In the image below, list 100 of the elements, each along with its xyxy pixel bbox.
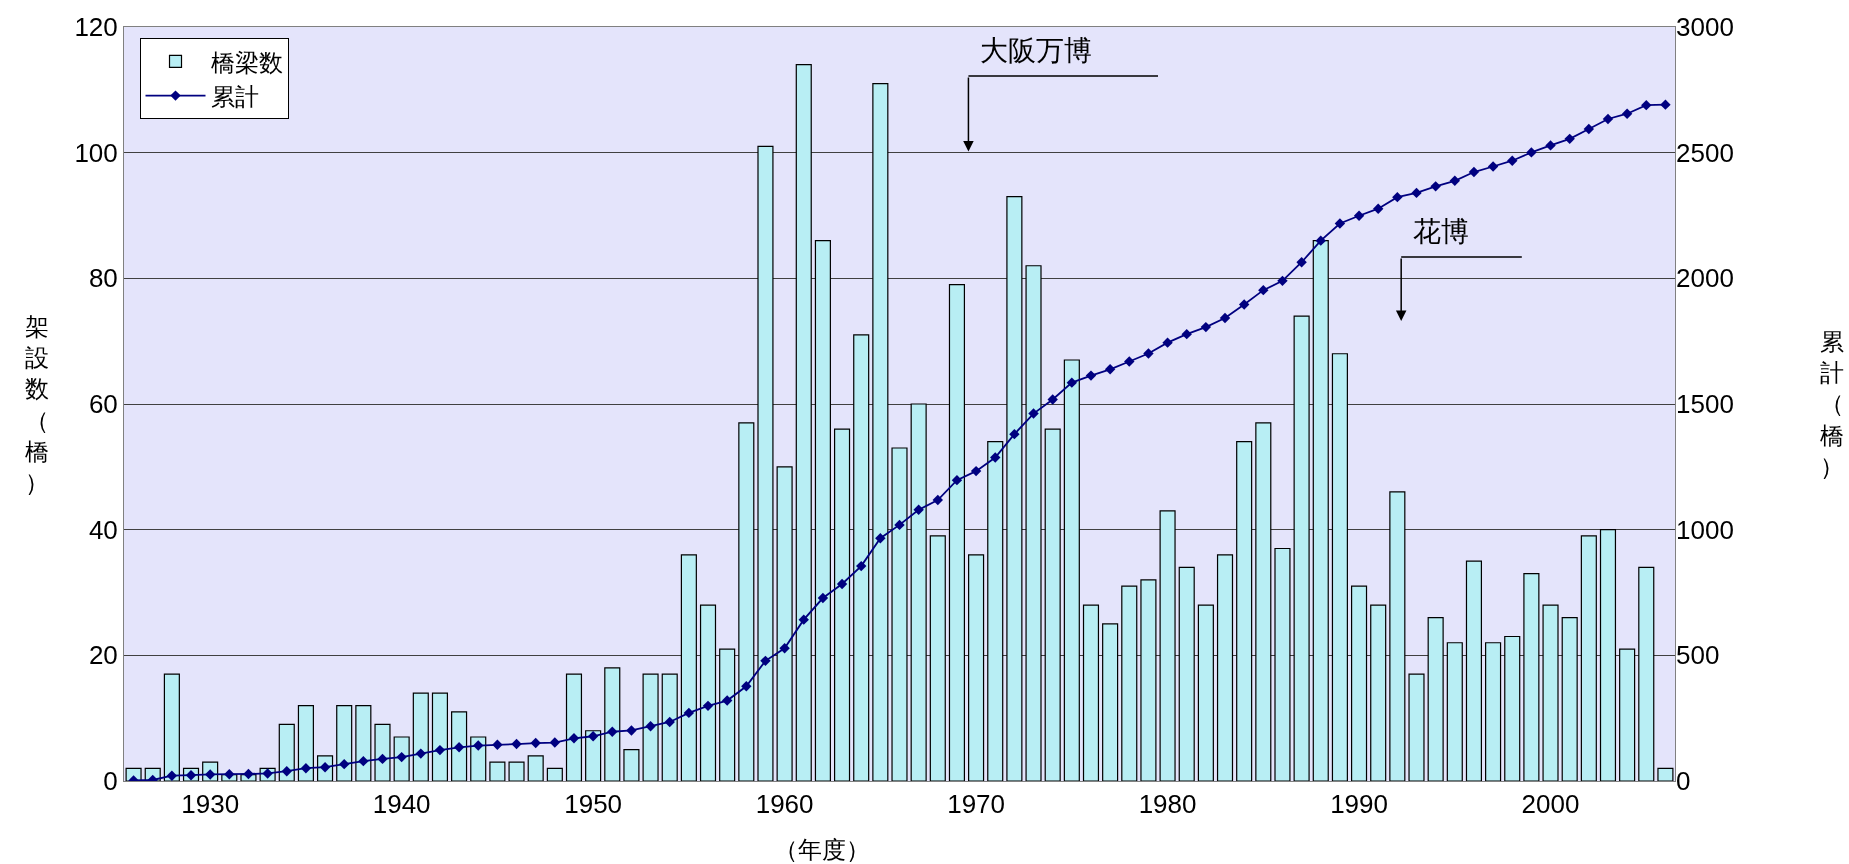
x-tick-label: 2000 [1521,789,1580,820]
bar [795,64,812,781]
bar [1197,604,1214,781]
y-tick-label: 60 [88,389,118,420]
bar [968,554,985,781]
bar [1561,617,1578,781]
bar [1293,315,1310,781]
bar [451,711,468,781]
y2-tick-label: 3000 [1676,12,1734,43]
bar [1657,767,1674,781]
legend-label: 累計 [210,82,259,110]
x-tick-label: 1990 [1330,789,1388,820]
bar [699,604,717,781]
x-axis-title: （年度） [774,836,870,863]
bar [604,667,621,781]
bar [719,648,736,781]
bar [776,466,793,781]
bar [470,736,487,781]
bar [814,240,831,781]
annotation: 大阪万博 [980,35,1092,66]
bar [1082,604,1100,781]
bar [489,761,506,781]
x-tick-label: 1980 [1138,789,1197,820]
bar [336,705,353,781]
y2-tick-label: 1000 [1676,514,1734,545]
bar [1102,623,1119,781]
bar [1140,579,1157,781]
bar [1331,353,1348,781]
bar [1599,529,1617,781]
bar [1121,585,1138,781]
bar [508,761,525,781]
bar [1427,617,1444,781]
x-tick-label: 1940 [372,789,431,820]
x-tick-label: 1930 [181,789,240,820]
bar [872,82,889,781]
annotation: 花博 [1413,216,1469,247]
bar [757,145,774,781]
y2-tick-label: 2500 [1676,137,1734,168]
y2-tick-label: 0 [1676,766,1691,797]
bar [929,535,946,781]
bar [642,673,659,781]
bar [1063,359,1080,781]
y-tick-label: 40 [88,514,118,545]
y2-tick-label: 500 [1676,640,1720,671]
bar [163,673,180,781]
bar [1044,428,1061,781]
bar [833,428,851,781]
bar [546,767,563,781]
bar [393,736,410,781]
bar [1504,635,1521,781]
y2-tick-label: 1500 [1676,389,1734,420]
bar [661,673,678,781]
bar [1542,604,1559,781]
bar [623,748,640,781]
y2-tick-label: 2000 [1676,263,1734,294]
bar [1523,573,1540,781]
y-axis-title: 架設数（橋） [25,313,49,496]
legend-label: 橋梁数 [210,48,283,76]
bar [738,422,755,781]
x-tick-label: 1950 [564,789,623,820]
bar [1485,642,1502,781]
bar [1465,560,1483,781]
bar [1159,510,1176,781]
bar [680,554,697,781]
bar [585,730,602,781]
bar [297,705,314,781]
bar [527,755,544,781]
y2-axis-title: 累計（橋） [1820,328,1844,480]
bar [1178,566,1195,781]
y-tick-label: 100 [74,137,118,168]
bar [1580,535,1597,781]
bar [431,692,449,781]
bar [948,284,966,781]
y-tick-label: 120 [74,12,118,43]
x-tick-label: 1970 [947,789,1006,820]
bar [1025,265,1042,781]
y-tick-label: 20 [88,640,118,671]
bar [1408,673,1425,781]
bar [374,723,391,781]
x-tick-label: 1960 [755,789,814,820]
bar [565,673,583,781]
bar [1638,566,1655,781]
bar [1236,441,1253,781]
bar [1350,585,1368,781]
bar [1006,196,1023,781]
bar [1370,604,1387,781]
bar [1389,491,1406,781]
bar [987,441,1004,781]
bar [1255,422,1272,781]
y-tick-label: 0 [103,766,118,797]
bar [1216,554,1234,781]
bar [1619,648,1636,781]
bar [278,723,295,781]
bar [910,403,927,781]
bar [355,705,372,781]
bar [1274,547,1291,781]
y-tick-label: 80 [88,263,118,294]
bar [891,447,908,781]
bar [412,692,429,781]
bar [853,334,870,781]
